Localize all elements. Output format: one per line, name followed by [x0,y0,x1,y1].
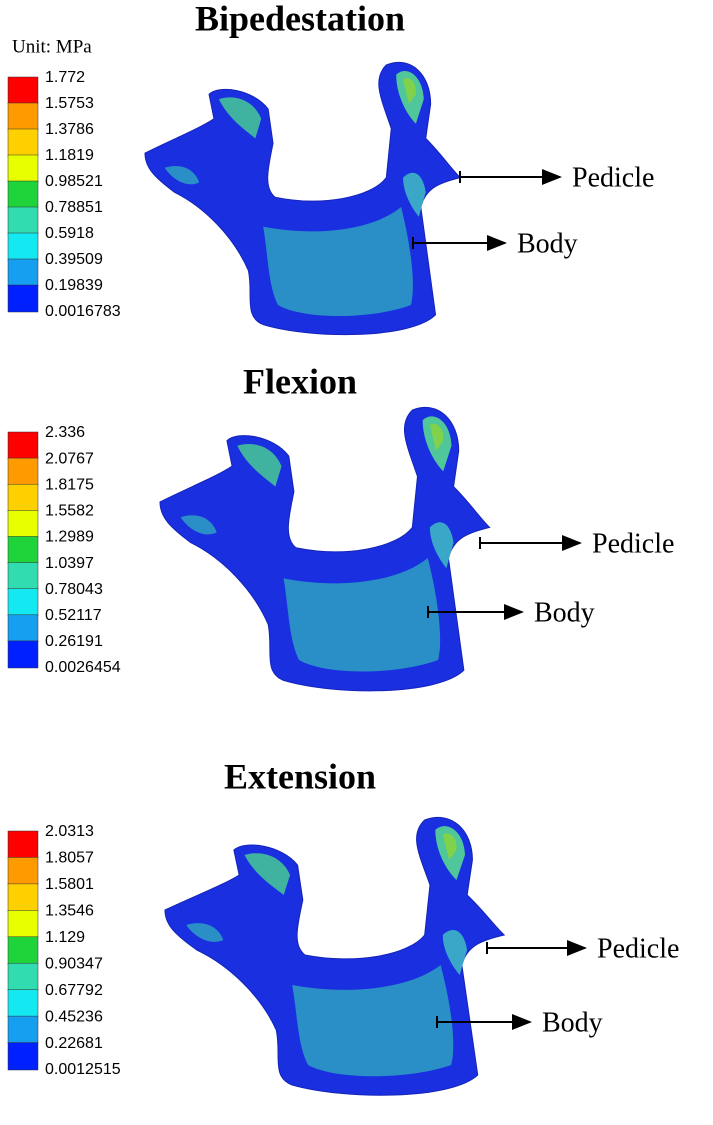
legend-swatch [7,1015,39,1044]
legend-label: 2.0313 [45,823,94,840]
legend-swatch [7,154,39,183]
legend-swatch [7,76,39,105]
legend-label: 0.0026454 [45,659,121,676]
legend-label: 1.2989 [45,529,94,546]
annotation-label: Body [542,1007,603,1038]
panel-title: Flexion [243,361,357,401]
legend-swatch [7,536,39,564]
legend-label: 1.8175 [45,476,94,493]
annotation-label: Pedicle [572,162,654,193]
legend-label: 1.1819 [45,147,94,164]
legend-swatch [7,830,39,859]
legend-swatch [7,457,39,486]
legend-swatch [7,989,39,1018]
legend-swatch [7,258,39,287]
legend-swatch [7,206,39,235]
vertebra-flexion [159,406,491,692]
legend-label: 1.772 [45,69,85,86]
legend-label: 0.0016783 [45,303,121,320]
legend-swatch [7,483,39,512]
unit-label: Unit: MPa [12,36,92,57]
legend-swatch [7,588,39,617]
legend-label: 0.19839 [45,277,103,294]
legend-label: 0.22681 [45,1035,103,1052]
legend-swatch [7,962,39,991]
legend-label: 1.8057 [45,850,94,867]
legend-label: 2.336 [45,424,85,441]
legend-label: 0.98521 [45,173,103,190]
legend-swatch [7,128,39,157]
legend-label: 2.0767 [45,450,94,467]
legend-label: 0.78851 [45,199,103,216]
legend-swatch [7,1042,39,1071]
legend-label: 0.39509 [45,251,103,268]
panel-title: Extension [224,756,376,796]
legend-label: 0.67792 [45,982,103,999]
vertebra-bipedestation [144,61,461,336]
legend-swatch [7,614,39,643]
legend-swatch [7,180,39,209]
legend-label: 0.26191 [45,633,103,650]
annotation-label: Body [534,597,595,628]
legend-swatch [7,510,39,538]
legend-swatch [7,910,39,939]
legend-swatch [7,562,39,590]
legend-label: 1.5801 [45,876,94,893]
legend-label: 0.52117 [45,607,102,624]
annotation-label: Pedicle [592,528,674,559]
legend-label: 1.5582 [45,503,94,520]
annotation-label: Pedicle [597,933,679,964]
stress-maps [144,61,505,1096]
legend-swatch [7,232,39,261]
legend-swatch [7,857,39,886]
legend-label: 1.0397 [45,555,94,572]
legend-swatch [7,640,39,669]
legend-label: 0.0012515 [45,1061,121,1078]
legend-swatch [7,431,39,460]
legend-label: 0.45236 [45,1008,103,1025]
legend-label: 1.3546 [45,903,94,920]
legend-label: 0.78043 [45,581,103,598]
legend-swatch [7,936,39,965]
legend-swatch [7,284,39,313]
legend-label: 0.90347 [45,955,103,972]
legend-label: 0.5918 [45,225,94,242]
vertebra-extension [164,816,505,1096]
legend-swatch [7,102,39,131]
panel-title: Bipedestation [195,0,405,38]
legend-label: 1.129 [45,929,85,946]
legend-label: 1.5753 [45,95,94,112]
legend-swatch [7,883,39,912]
legend-label: 1.3786 [45,121,94,138]
annotation-label: Body [517,228,578,259]
